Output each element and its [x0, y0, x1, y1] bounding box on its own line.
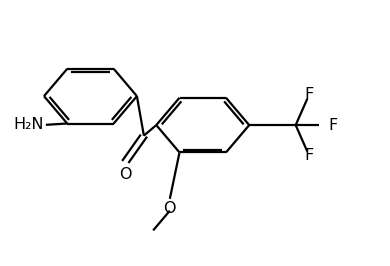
Text: F: F — [329, 118, 338, 133]
Text: F: F — [305, 148, 314, 163]
Text: O: O — [163, 201, 176, 217]
Text: O: O — [119, 167, 131, 182]
Text: F: F — [305, 87, 314, 102]
Text: H₂N: H₂N — [14, 117, 44, 132]
